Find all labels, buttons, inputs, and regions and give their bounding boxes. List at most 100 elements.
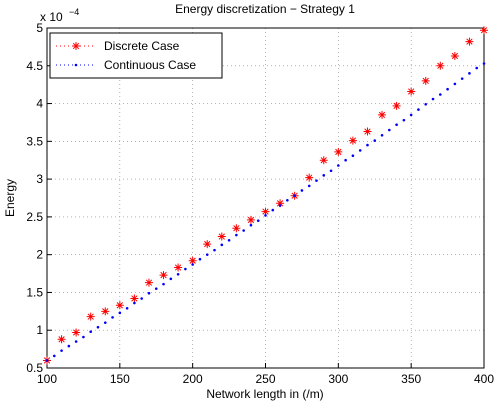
y-tick-label: 1 [36, 323, 43, 337]
data-point [115, 301, 124, 310]
legend-marker [72, 42, 80, 50]
data-point [57, 335, 66, 344]
data-point [246, 215, 255, 224]
x-tick-label: 150 [110, 372, 130, 386]
data-point [154, 287, 158, 290]
legend-marker [74, 63, 78, 67]
data-point [395, 123, 398, 127]
y-tick-label: 4.5 [26, 59, 43, 73]
data-point [450, 51, 459, 60]
data-point [159, 271, 168, 280]
data-point [118, 311, 122, 315]
data-point [184, 267, 187, 271]
data-point [480, 26, 488, 35]
data-point [344, 158, 347, 162]
chart-title: Energy discretization − Strategy 1 [175, 2, 355, 16]
data-point [460, 77, 464, 80]
data-point [305, 173, 314, 182]
data-point [482, 62, 486, 65]
data-point [278, 204, 282, 207]
plot-frame [46, 27, 485, 369]
data-point [402, 118, 406, 122]
data-point [232, 224, 241, 233]
data-point [52, 354, 56, 358]
data-point [431, 97, 435, 101]
data-point [101, 307, 110, 316]
y-tick-label: 5 [36, 21, 43, 35]
data-point [176, 273, 180, 276]
y-tick-label: 4 [36, 97, 43, 111]
data-point [82, 335, 85, 339]
data-point [140, 297, 143, 300]
data-point [205, 253, 209, 256]
data-point [366, 143, 369, 147]
data-point [74, 340, 78, 343]
data-point [407, 87, 416, 96]
data-point [378, 110, 387, 119]
data-point [421, 76, 430, 85]
y-tick-label: 1.5 [26, 285, 43, 299]
legend-label: Continuous Case [104, 58, 196, 72]
data-point [45, 359, 49, 362]
data-point [475, 66, 479, 70]
data-point [144, 278, 153, 287]
x-tick-label: 250 [255, 372, 275, 386]
data-point [329, 169, 333, 173]
data-point [409, 113, 413, 117]
data-point [453, 82, 457, 86]
data-point [424, 103, 428, 106]
data-point [307, 184, 311, 188]
x-tick-label: 200 [183, 372, 203, 386]
data-point [261, 207, 270, 216]
data-point [103, 321, 107, 324]
data-point [300, 189, 304, 192]
data-point [351, 154, 355, 157]
data-point [162, 282, 165, 286]
data-point [293, 194, 296, 198]
data-point [169, 277, 173, 281]
y-axis-label: Energy [3, 179, 17, 217]
data-point [319, 156, 328, 165]
data-point [130, 294, 139, 303]
data-point [436, 61, 445, 70]
data-point [86, 312, 95, 321]
data-point [220, 243, 224, 247]
data-point [249, 223, 253, 227]
data-point [174, 263, 183, 272]
data-point [96, 325, 100, 329]
data-point [242, 229, 245, 232]
x-tick-label: 400 [474, 372, 494, 386]
data-point [198, 257, 202, 261]
x-axis-label: Network length in (/m) [206, 387, 323, 401]
data-point [89, 330, 92, 334]
x-tick-label: 300 [328, 372, 348, 386]
y-multiplier-exponent: −4 [69, 7, 79, 17]
data-point [191, 263, 194, 266]
data-point [213, 248, 216, 252]
data-point [363, 127, 372, 136]
data-point [337, 164, 340, 167]
y-tick-label: 2 [36, 248, 43, 262]
data-point [468, 72, 471, 75]
data-point [388, 128, 391, 132]
data-point [264, 214, 267, 217]
y-tick-label: 3.5 [26, 134, 43, 148]
data-point [72, 328, 81, 337]
y-tick-label: 0.5 [26, 361, 43, 375]
y-tick-label: 3 [36, 172, 43, 186]
data-point [203, 240, 212, 249]
data-point [227, 239, 231, 242]
data-point [67, 344, 71, 348]
data-point [235, 233, 238, 237]
data-point [358, 149, 362, 152]
data-point [334, 147, 343, 156]
x-tick-label: 100 [37, 372, 57, 386]
data-point [276, 199, 285, 208]
data-point [147, 291, 151, 295]
data-point [133, 301, 136, 305]
data-point [439, 93, 442, 96]
data-point [271, 208, 275, 212]
y-multiplier: x 10 [40, 10, 63, 24]
data-point [111, 316, 114, 319]
